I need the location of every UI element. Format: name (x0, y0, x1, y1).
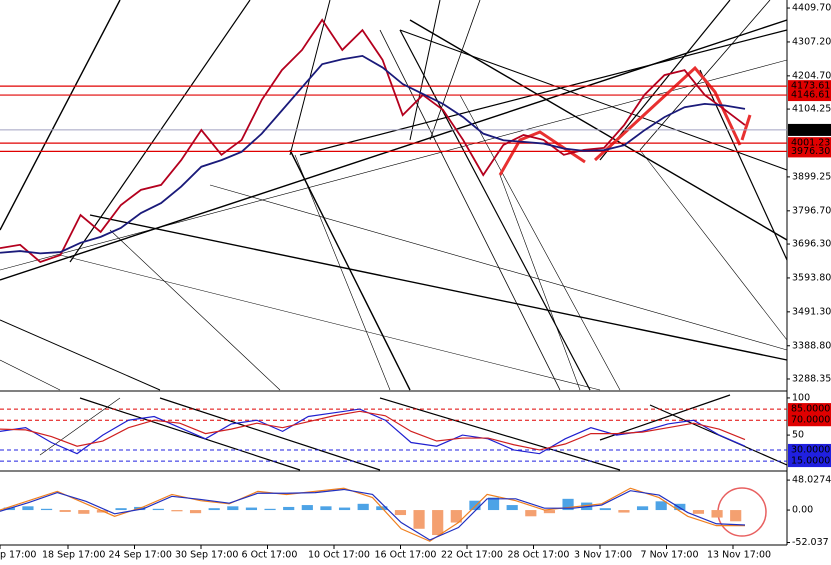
histogram-bar (301, 505, 313, 511)
histogram-bar (487, 497, 500, 511)
y-tick-label: 4204.70 (792, 70, 831, 81)
series-line (0, 487, 745, 542)
y-tick-label: 4409.70 (792, 3, 831, 14)
histogram-bar (59, 510, 71, 512)
x-tick-label: 16 Oct 17:00 (375, 550, 437, 561)
y-tick-label: 100 (792, 392, 810, 403)
x-tick-label: 10 Oct 17:00 (308, 550, 370, 561)
y-tick-label: 0.00 (792, 505, 813, 516)
y-tick-label: 4307.20 (792, 36, 831, 47)
series-line (0, 54, 746, 255)
histogram-bar (320, 506, 332, 511)
y-tick-label: 3593.80 (792, 272, 831, 283)
histogram-bar (227, 506, 239, 511)
series-line (0, 408, 746, 455)
y-tick-label: 48.0274 (792, 475, 831, 486)
histogram-bar (618, 510, 630, 513)
histogram-bar (78, 510, 90, 514)
x-tick-label: 13 Nov 17:00 (707, 550, 771, 561)
axis-label-box (788, 89, 831, 102)
histogram-bar (432, 510, 444, 536)
y-tick-label: 30.0000 (791, 444, 830, 455)
histogram-bar (283, 506, 295, 511)
histogram-bar (338, 507, 351, 511)
y-tick-label: 3696.30 (792, 239, 831, 250)
x-tick-label: 28 Oct 17:00 (508, 550, 570, 561)
histogram-bar (599, 508, 611, 511)
histogram-bar (245, 507, 258, 511)
axis-label-box (788, 403, 831, 416)
x-tick-label: p 17:00 (0, 550, 36, 561)
histogram-bar (208, 508, 220, 511)
histogram-bar (711, 510, 723, 518)
axis-label-box (788, 414, 831, 427)
histogram-bar (22, 506, 34, 511)
histogram-bar (469, 500, 481, 511)
histogram-bar (40, 508, 53, 511)
y-tick-label: 3976.30 (791, 146, 830, 157)
x-tick-label: 22 Oct 17:00 (441, 550, 503, 561)
y-tick-label: -52.037 (792, 537, 829, 548)
y-tick-label: 4104.25 (792, 104, 831, 115)
series-line (0, 488, 746, 541)
histogram-bar (413, 510, 425, 529)
histogram-bar (674, 503, 686, 511)
y-tick-label: 4041.24 (791, 124, 830, 135)
axis-label-box (788, 123, 831, 136)
x-tick-label: 30 Sep 17:00 (175, 550, 238, 561)
y-tick-label: 3288.35 (792, 373, 831, 384)
histogram-bar (506, 505, 518, 511)
histogram-bar (152, 508, 164, 511)
y-tick-label: 4173.61 (791, 81, 830, 92)
histogram-bar (562, 498, 574, 511)
axis-label-box (788, 443, 831, 456)
histogram-bar (394, 510, 407, 516)
histogram-bar (636, 506, 649, 511)
y-tick-label: 4001.23 (791, 138, 830, 149)
y-tick-label: 3899.25 (792, 171, 831, 182)
series-line (0, 410, 746, 451)
y-tick-label: 50 (792, 430, 804, 441)
histogram-bar (543, 510, 556, 514)
histogram-bar (525, 510, 537, 517)
x-tick-label: 7 Nov 17:00 (641, 550, 699, 561)
y-tick-label: 85.0000 (791, 404, 830, 415)
axis-label-box (788, 455, 831, 468)
x-tick-label: 6 Oct 17:00 (242, 550, 298, 561)
histogram-bar (357, 503, 369, 511)
histogram-bar (171, 510, 183, 512)
x-tick-label: 24 Sep 17:00 (109, 550, 172, 561)
histogram-bar (692, 510, 705, 514)
histogram-bar (730, 510, 742, 522)
y-tick-label: 70.0000 (791, 415, 830, 426)
y-tick-label: 15.0000 (791, 456, 830, 467)
axis-label-box (788, 145, 831, 158)
histogram-bar (189, 510, 202, 514)
histogram-bar (655, 501, 667, 511)
histogram-bar (115, 508, 127, 511)
x-tick-label: 3 Nov 17:00 (574, 550, 632, 561)
histogram-bar (450, 510, 462, 523)
y-tick-label: 4146.61 (791, 90, 830, 101)
histogram-bar (264, 508, 276, 511)
y-tick-label: 3388.80 (792, 340, 831, 351)
y-tick-label: 3491.30 (792, 306, 831, 317)
x-tick-label: 18 Sep 17:00 (42, 550, 105, 561)
y-tick-label: 3796.70 (792, 205, 831, 216)
series-line (0, 18, 746, 264)
